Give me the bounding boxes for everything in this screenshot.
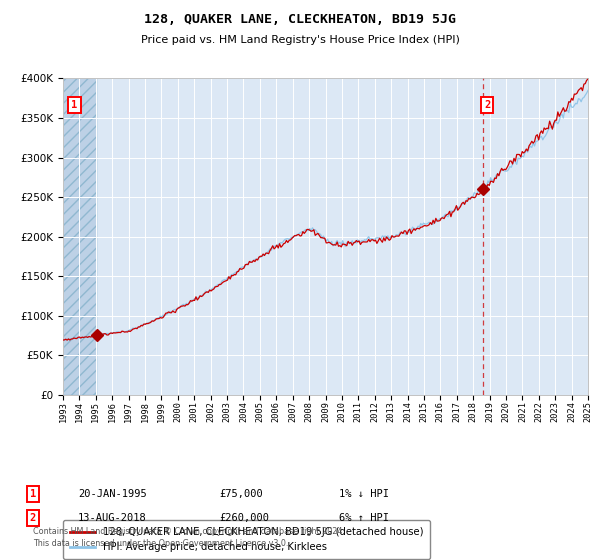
Text: Contains HM Land Registry data © Crown copyright and database right 2024.
This d: Contains HM Land Registry data © Crown c…: [33, 527, 345, 548]
Text: 128, QUAKER LANE, CLECKHEATON, BD19 5JG: 128, QUAKER LANE, CLECKHEATON, BD19 5JG: [144, 13, 456, 26]
Text: 2: 2: [30, 513, 36, 523]
Bar: [63, 78, 97, 395]
Text: 20-JAN-1995: 20-JAN-1995: [78, 489, 147, 499]
Legend: 128, QUAKER LANE, CLECKHEATON, BD19 5JG (detached house), HPI: Average price, de: 128, QUAKER LANE, CLECKHEATON, BD19 5JG …: [63, 520, 430, 559]
Text: 1% ↓ HPI: 1% ↓ HPI: [339, 489, 389, 499]
Text: 1: 1: [30, 489, 36, 499]
Text: 2: 2: [484, 100, 491, 110]
Text: £260,000: £260,000: [219, 513, 269, 523]
Text: 13-AUG-2018: 13-AUG-2018: [78, 513, 147, 523]
Bar: [63, 78, 97, 395]
Text: Price paid vs. HM Land Registry's House Price Index (HPI): Price paid vs. HM Land Registry's House …: [140, 35, 460, 45]
Text: 1: 1: [71, 100, 77, 110]
Text: 6% ↑ HPI: 6% ↑ HPI: [339, 513, 389, 523]
Text: £75,000: £75,000: [219, 489, 263, 499]
